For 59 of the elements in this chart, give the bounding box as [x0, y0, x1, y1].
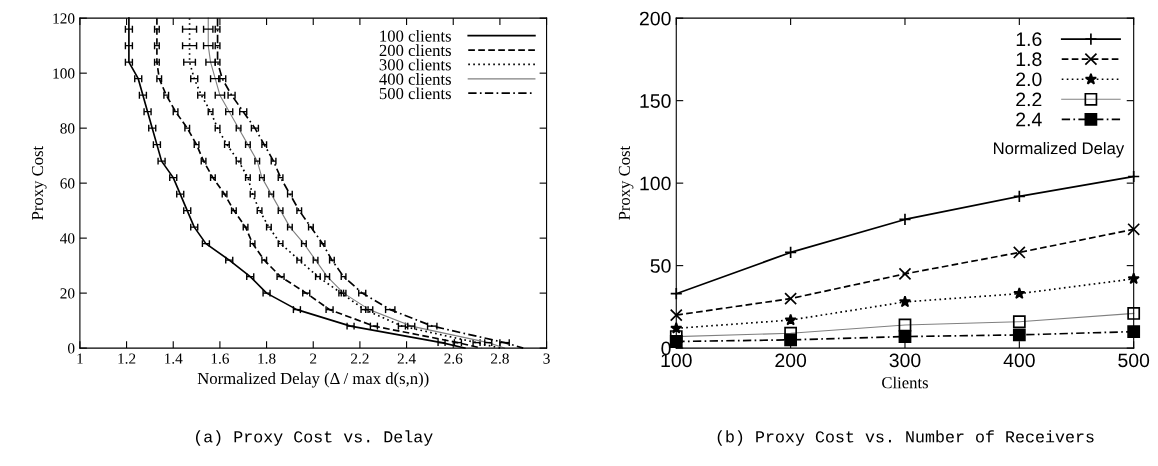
legend-label: 400 clients: [379, 73, 451, 85]
legend-label: 300 clients: [379, 58, 451, 71]
x-tick-label: 2.8: [491, 353, 509, 364]
legend-label: 200 clients: [379, 44, 451, 57]
x-axis-title: Normalized Delay (Δ / max d(s,n)): [197, 372, 429, 388]
x-tick-label: 1.4: [165, 353, 183, 364]
x-tick-label: 300: [889, 353, 921, 368]
legend-label: 500 clients: [379, 87, 451, 100]
point: [898, 330, 912, 343]
x-tick-label: 1: [77, 353, 83, 364]
legend-label: 2.0: [1016, 72, 1042, 87]
y-tick-label: 120: [53, 13, 75, 24]
y-axis-title: Proxy Cost: [618, 145, 634, 220]
x-tick-label: 1.6: [211, 353, 229, 364]
y-tick-label: 50: [650, 259, 671, 273]
legend-label: 1.8: [1016, 52, 1042, 67]
x-tick-label: 2: [310, 353, 317, 364]
point: [784, 313, 797, 326]
point: [784, 292, 798, 306]
point: [669, 335, 683, 348]
x-tick-label: 1.8: [258, 353, 276, 364]
point: [1127, 222, 1141, 236]
y-tick-label: 40: [60, 233, 75, 244]
point: [898, 267, 912, 281]
x-axis-title: Clients: [882, 376, 928, 389]
x-tick-label: 200: [775, 353, 807, 368]
y-tick-label: 150: [640, 94, 671, 108]
y-tick-label: 80: [60, 123, 75, 134]
text: (a) Proxy Cost vs. Delay: [195, 430, 433, 446]
text: (b) Proxy Cost vs. Number of Receivers: [717, 430, 1094, 446]
point: [1127, 325, 1141, 338]
x-tick-label: 500: [1118, 353, 1150, 368]
point: [898, 295, 912, 308]
point: [784, 333, 798, 347]
point: [1012, 328, 1026, 342]
x-tick-label: 1.2: [118, 353, 136, 364]
legend-label: 1.6: [1016, 32, 1042, 47]
y-tick-label: 100: [640, 176, 671, 191]
x-tick-label: 2.4: [397, 353, 416, 364]
legend-title: Normalized Delay: [994, 141, 1125, 158]
point: [1013, 287, 1026, 299]
y-axis-title: Proxy Cost: [31, 145, 47, 220]
x-tick-label: 2.2: [351, 353, 369, 364]
y-tick-label: 200: [639, 11, 671, 26]
y-tick-label: 100: [53, 68, 75, 79]
point: [669, 308, 683, 322]
legend-label: 2.2: [1016, 92, 1042, 107]
y-tick-label: 0: [67, 343, 75, 354]
legend-label: 2.4: [1016, 112, 1042, 127]
x-tick-label: 400: [1003, 353, 1035, 368]
point: [1012, 246, 1026, 259]
legend-label: 100 clients: [380, 29, 451, 42]
y-tick-label: 60: [60, 178, 75, 189]
y-tick-label: 0: [661, 341, 671, 356]
x-tick-label: 2.6: [444, 353, 463, 364]
x-tick-label: 3: [543, 353, 550, 364]
x-tick-label: 100: [661, 353, 692, 368]
point: [1127, 272, 1140, 285]
y-tick-label: 20: [60, 288, 75, 299]
